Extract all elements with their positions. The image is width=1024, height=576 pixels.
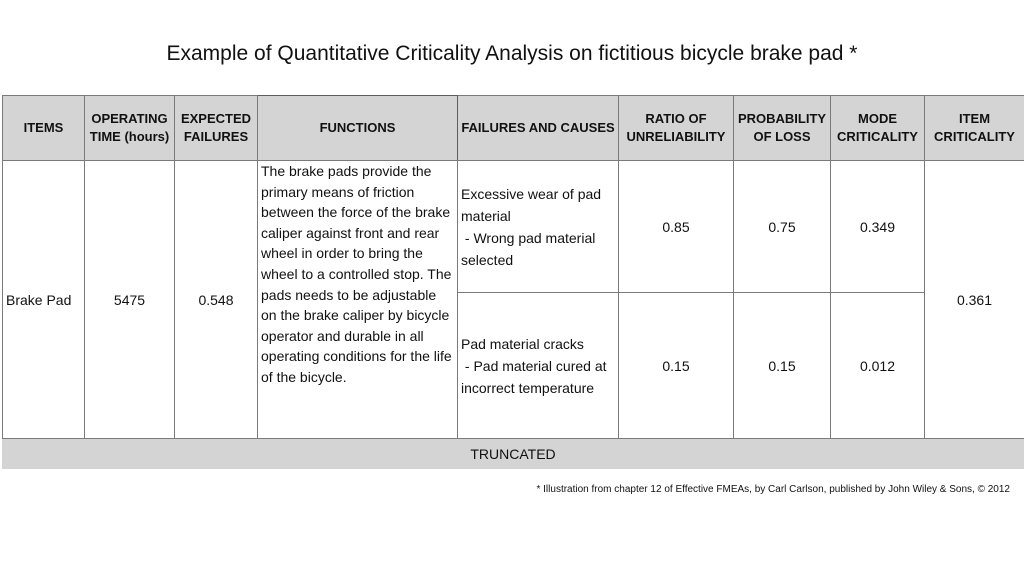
failure-mode-1: Excessive wear of pad material: [461, 185, 602, 224]
cell-mode-criticality-2: 0.012: [830, 292, 925, 440]
header-operating-time: OPERATING TIME (hours): [84, 95, 175, 161]
cell-probability-2: 0.15: [733, 292, 831, 440]
header-mode-criticality: MODE CRITICALITY: [830, 95, 925, 161]
cell-failure-mode-2: Pad material cracks - Pad material cured…: [457, 292, 619, 440]
header-expected-failures: EXPECTED FAILURES: [174, 95, 258, 161]
functions-text: The brake pads provide the primary means…: [261, 163, 452, 385]
cell-failure-mode-1: Excessive wear of pad material - Wrong p…: [457, 159, 619, 294]
slide-title: Example of Quantitative Criticality Anal…: [166, 42, 858, 65]
cell-operating-time: 5475: [84, 160, 175, 440]
cell-expected-failures: 0.548: [174, 160, 258, 440]
header-item-criticality: ITEM CRITICALITY: [924, 95, 1024, 161]
criticality-table: ITEMS OPERATING TIME (hours) EXPECTED FA…: [2, 95, 1024, 440]
cell-ratio-2: 0.15: [618, 292, 734, 440]
cell-item-criticality: 0.361: [924, 160, 1024, 440]
header-ratio-unreliability: RATIO OF UNRELIABILITY: [618, 95, 734, 161]
cell-functions: The brake pads provide the primary means…: [257, 160, 458, 440]
cell-ratio-1: 0.85: [618, 159, 734, 294]
header-functions: FUNCTIONS: [257, 95, 458, 161]
failure-cause-2: - Pad material cured at incorrect temper…: [461, 358, 611, 397]
header-failures-causes: FAILURES AND CAUSES: [457, 95, 619, 161]
header-items: ITEMS: [2, 95, 85, 161]
cell-probability-1: 0.75: [733, 159, 831, 294]
footnote: * Illustration from chapter 12 of Effect…: [536, 484, 1010, 495]
table-row: Pad material cracks - Pad material cured…: [3, 292, 1024, 440]
header-probability-loss: PROBABILITY OF LOSS: [733, 95, 831, 161]
truncated-banner: TRUNCATED: [2, 438, 1024, 469]
cell-item: Brake Pad: [2, 160, 85, 440]
header-row: ITEMS OPERATING TIME (hours) EXPECTED FA…: [2, 95, 1024, 161]
failure-mode-2: Pad material cracks: [461, 336, 584, 353]
failure-cause-1: - Wrong pad material selected: [461, 229, 600, 268]
cell-mode-criticality-1: 0.349: [830, 159, 925, 294]
table-row: Brake Pad 5475 0.548 The brake pads prov…: [2, 159, 1024, 440]
